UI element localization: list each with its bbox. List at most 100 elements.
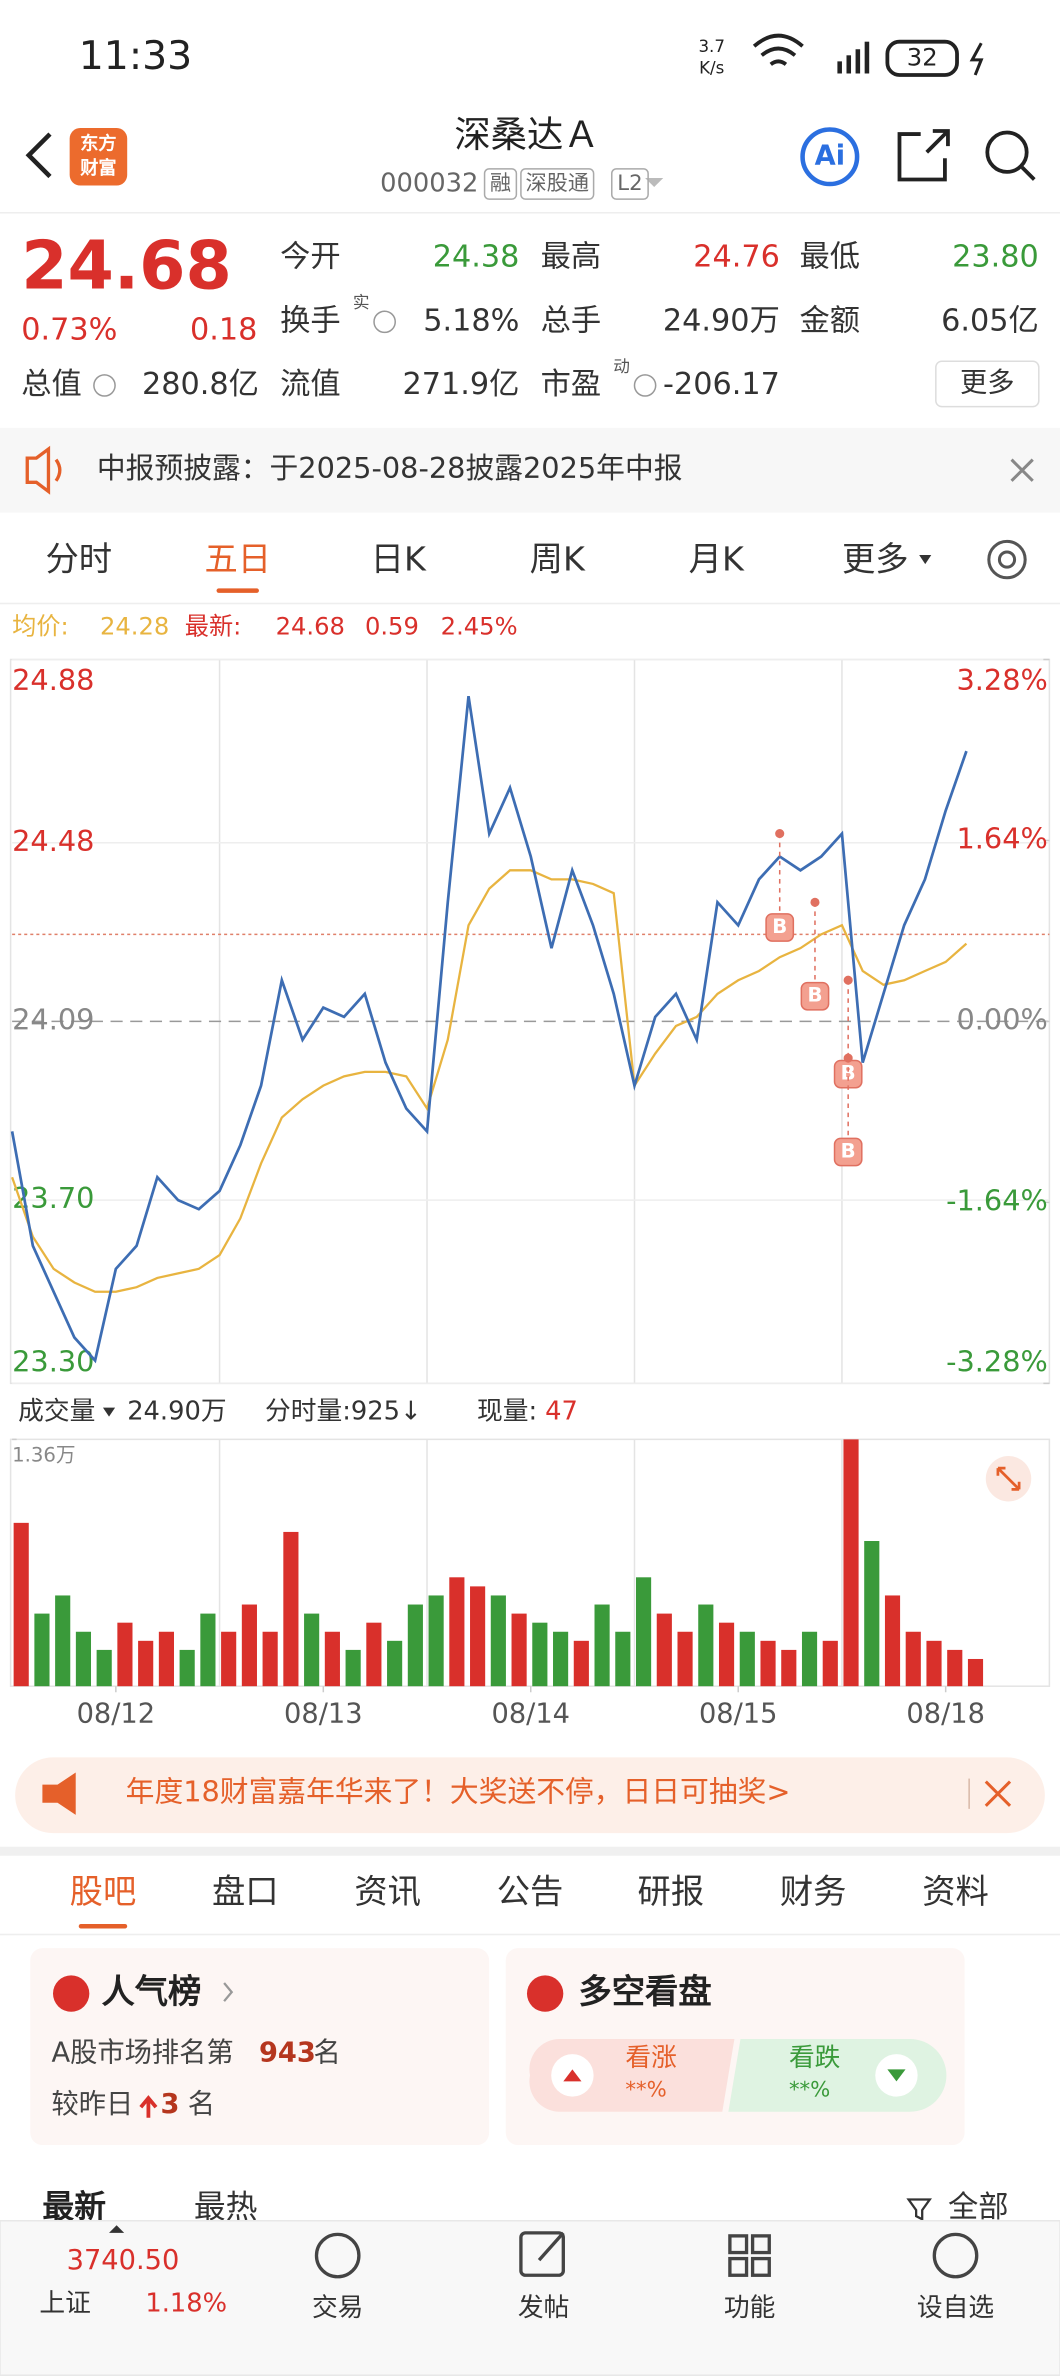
index-value[interactable]: 3740.50 xyxy=(67,2245,180,2276)
banner[interactable] xyxy=(15,1757,1045,1834)
field-value: 24.90万 xyxy=(663,303,780,338)
bear-label[interactable]: 看跌 xyxy=(789,2043,840,2073)
clock: 11:33 xyxy=(79,33,192,79)
period-volume: 分时量:925↓ xyxy=(265,1397,422,1427)
legend-latest-value: 24.68 xyxy=(276,613,345,641)
volume-bar xyxy=(532,1622,548,1687)
trade-mark-point xyxy=(775,829,785,839)
section-tab[interactable]: 财务 xyxy=(780,1872,847,1911)
y2-tick-label: 0.00% xyxy=(956,1002,1047,1036)
section-tab[interactable]: 资料 xyxy=(922,1872,989,1911)
volume-bar xyxy=(324,1631,340,1687)
chevron xyxy=(223,1982,234,2002)
volume-bar xyxy=(843,1439,859,1687)
info-icon xyxy=(373,310,396,334)
y-tick-label: 24.48 xyxy=(12,824,94,858)
volume-bar xyxy=(158,1631,174,1687)
sort-hot[interactable]: 最热 xyxy=(194,2189,258,2226)
field-label: 流值 xyxy=(280,367,341,402)
period-tab[interactable]: 五日 xyxy=(204,540,271,579)
section-tab[interactable]: 公告 xyxy=(497,1872,564,1911)
section-tab[interactable]: 资讯 xyxy=(354,1872,421,1911)
trade-mark-label: B xyxy=(772,915,787,938)
close-notice[interactable] xyxy=(1010,458,1034,482)
trade-mark-box xyxy=(800,981,830,1011)
bear-percent: **% xyxy=(789,2077,830,2102)
back-button[interactable] xyxy=(25,132,52,179)
field-label: 总值 xyxy=(21,367,82,402)
period-tab[interactable]: 周K xyxy=(530,540,586,579)
settings-button[interactable] xyxy=(987,539,1027,580)
up-arrow xyxy=(139,2095,158,2118)
volume-bar xyxy=(407,1604,423,1687)
volume-bar xyxy=(470,1586,486,1687)
tab-underline xyxy=(78,1923,128,1929)
period-tab[interactable]: 日K xyxy=(371,540,427,579)
trade-mark-point xyxy=(843,975,853,985)
filter-icon[interactable] xyxy=(906,2198,932,2222)
search-button[interactable] xyxy=(985,130,1036,181)
period-tab[interactable]: 更多 xyxy=(842,540,909,579)
more-button[interactable]: 更多 xyxy=(960,367,1015,398)
stock-code: 000032 xyxy=(380,169,478,199)
rank-change-text: 较昨日 xyxy=(51,2089,133,2120)
popularity-card[interactable] xyxy=(30,1948,490,2146)
filter-all[interactable]: 全部 xyxy=(948,2190,1009,2225)
trade-mark-box xyxy=(765,913,795,942)
volume-bar xyxy=(345,1649,361,1687)
volume-bar xyxy=(366,1622,382,1687)
volume-bar xyxy=(594,1604,610,1687)
section-tab[interactable]: 盘口 xyxy=(212,1872,279,1911)
status-icons xyxy=(752,33,984,77)
volume-label[interactable]: 成交量 xyxy=(18,1397,95,1427)
tag-box xyxy=(483,168,518,200)
volume-bar xyxy=(241,1604,257,1687)
nav-icons[interactable] xyxy=(314,2231,979,2279)
ai-button[interactable] xyxy=(800,127,860,187)
price-line xyxy=(10,695,968,1364)
nav-item[interactable]: 功能 xyxy=(724,2293,775,2323)
bull-arrow xyxy=(563,2069,582,2082)
field-label: 总手 xyxy=(541,303,602,338)
volume-bar xyxy=(884,1595,901,1687)
banner-text[interactable]: 年度18财富嘉年华来了！大奖送不停，日日可抽奖> xyxy=(126,1775,791,1809)
volume-bar xyxy=(967,1658,984,1687)
y2-tick-label: -1.64% xyxy=(946,1183,1048,1217)
period-tab[interactable]: 月K xyxy=(689,540,745,579)
trade-mark-label: B xyxy=(841,1062,856,1085)
info-icon xyxy=(633,374,657,397)
volume-bar xyxy=(926,1640,942,1687)
section-tab[interactable]: 研报 xyxy=(638,1872,705,1911)
y-tick-label: 23.30 xyxy=(12,1345,94,1379)
dropdown-caret xyxy=(919,555,932,565)
trade-mark-point xyxy=(843,1053,853,1063)
sort-latest[interactable]: 最新 xyxy=(42,2189,106,2226)
volume-bar xyxy=(822,1640,838,1687)
volume-bar xyxy=(718,1622,735,1687)
volume-bar xyxy=(55,1595,71,1687)
field-label: 最低 xyxy=(800,240,861,275)
close-banner[interactable] xyxy=(984,1780,1012,1807)
dropdown-arrow[interactable] xyxy=(645,177,664,188)
volume-bar xyxy=(615,1631,631,1687)
x-tick-label: 08/18 xyxy=(906,1698,985,1729)
rank-number: 943 xyxy=(259,2038,316,2069)
nav-item[interactable]: 交易 xyxy=(312,2293,363,2323)
trade-mark-point xyxy=(810,897,820,907)
ai-label[interactable]: Ai xyxy=(815,140,845,171)
volume-bar xyxy=(428,1595,444,1687)
section-tab[interactable]: 股吧 xyxy=(70,1872,137,1911)
net-speed-unit: K/s xyxy=(699,58,724,77)
period-tab[interactable]: 分时 xyxy=(45,540,112,579)
volume-bar xyxy=(262,1631,278,1687)
volume-tick-label: 1.36万 xyxy=(12,1444,75,1467)
trade-mark-label: B xyxy=(807,984,822,1007)
share-button[interactable] xyxy=(897,129,950,182)
volume-bar xyxy=(449,1577,465,1687)
x-tick-label: 08/15 xyxy=(699,1698,778,1729)
more-button[interactable] xyxy=(935,360,1040,408)
volume-bar xyxy=(304,1613,320,1687)
bull-label[interactable]: 看涨 xyxy=(625,2043,676,2073)
nav-item[interactable]: 设自选 xyxy=(917,2293,994,2323)
nav-item[interactable]: 发帖 xyxy=(518,2293,569,2323)
